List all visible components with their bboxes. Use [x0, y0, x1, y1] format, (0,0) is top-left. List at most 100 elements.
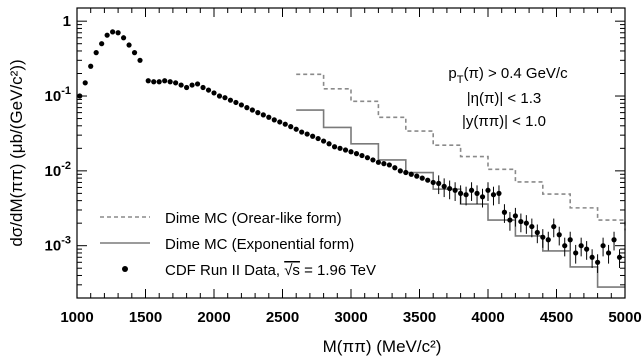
data-point — [425, 177, 431, 183]
data-point — [348, 149, 354, 155]
data-point — [216, 93, 223, 99]
data-point — [605, 250, 612, 256]
eta-cut-annotation: |η(π)| < 1.3 — [467, 90, 541, 107]
data-point — [518, 218, 524, 225]
data-point — [573, 250, 579, 256]
data-point — [326, 141, 332, 147]
data-point — [364, 155, 371, 161]
legend-label-orear: Dime MC (Orear-like form) — [165, 210, 342, 227]
data-point — [266, 114, 272, 120]
y-tick-label: 10-1 — [45, 85, 71, 105]
data-point — [321, 138, 327, 144]
data-point — [337, 145, 343, 151]
data-point — [205, 87, 212, 93]
data-point — [611, 237, 617, 243]
legend-swatch-data — [122, 266, 128, 272]
data-point — [233, 99, 239, 106]
data-point — [403, 169, 409, 176]
data-point — [162, 78, 168, 84]
x-tick-label: 3000 — [334, 309, 367, 326]
data-point — [99, 41, 105, 47]
data-point — [419, 175, 425, 181]
data-point — [288, 124, 294, 130]
data-point — [353, 151, 360, 157]
data-point — [126, 42, 132, 48]
data-point — [173, 80, 179, 86]
data-point — [238, 102, 244, 108]
data-point — [189, 82, 195, 88]
data-point — [534, 229, 540, 236]
data-point — [496, 190, 502, 196]
data-point — [474, 190, 480, 196]
data-point — [104, 32, 110, 38]
data-point — [551, 223, 557, 230]
data-point — [137, 57, 143, 63]
data-point — [82, 80, 88, 86]
data-point — [556, 232, 562, 238]
data-point — [507, 217, 513, 223]
data-point — [512, 213, 519, 219]
data-point — [392, 165, 398, 171]
data-point — [523, 220, 529, 226]
data-point — [595, 259, 601, 265]
data-point — [359, 152, 365, 159]
data-point — [430, 179, 436, 186]
data-point — [381, 161, 387, 167]
data-point — [447, 185, 453, 192]
data-point — [408, 171, 414, 177]
data-point — [370, 157, 376, 163]
pt-cut-annotation: pT(π) > 0.4 GeV/c — [448, 65, 568, 86]
orear-mc-step-line — [296, 73, 626, 231]
data-point — [110, 29, 116, 35]
data-point — [375, 159, 381, 165]
data-point — [315, 135, 321, 142]
data-point — [255, 110, 261, 116]
data-point — [293, 126, 299, 132]
y-tick-label: 1 — [63, 13, 71, 30]
data-point — [120, 35, 127, 41]
legend: Dime MC (Orear-like form) Dime MC (Expon… — [100, 210, 376, 279]
data-point — [501, 209, 508, 215]
plot-area: 1000 1500 2000 2500 3000 3500 4000 4500 5000 10-3… — [45, 7, 642, 326]
data-point — [485, 187, 491, 193]
data-point — [131, 50, 138, 56]
x-tick-label: 5000 — [608, 309, 641, 326]
data-point — [184, 84, 190, 91]
data-point — [310, 133, 316, 139]
data-point — [567, 237, 573, 243]
rapidity-cut-annotation: |y(ππ)| < 1.0 — [462, 113, 546, 130]
data-point — [545, 237, 551, 243]
data-point — [178, 82, 184, 88]
data-point — [93, 50, 99, 56]
data-point — [115, 30, 121, 36]
data-point — [540, 234, 546, 240]
data-point — [584, 246, 590, 252]
data-point — [145, 78, 151, 84]
data-point — [271, 117, 277, 123]
data-point — [331, 144, 338, 150]
data-point — [260, 112, 266, 118]
data-point — [463, 192, 469, 198]
annotation-block: pT(π) > 0.4 GeV/c |η(π)| < 1.3 |y(ππ)| <… — [448, 65, 568, 130]
x-tick-label: 2500 — [266, 309, 299, 326]
data-point — [562, 243, 568, 249]
x-tick-label: 3500 — [403, 309, 436, 326]
y-tick-label: 10-2 — [45, 160, 71, 180]
y-axis-title: dσ/dM(ππ) (μb/(GeV/c²)) — [7, 59, 26, 246]
data-point — [414, 173, 420, 179]
data-point — [529, 223, 535, 230]
data-point — [167, 79, 173, 85]
data-point — [227, 97, 234, 103]
data-point — [458, 190, 464, 196]
data-point — [490, 192, 497, 198]
data-point — [397, 168, 403, 174]
data-point — [386, 162, 392, 168]
data-point — [222, 95, 228, 101]
data-point — [304, 131, 310, 137]
x-tick-label: 1000 — [60, 309, 93, 326]
data-point — [452, 187, 458, 193]
data-point — [578, 243, 584, 249]
data-point — [479, 194, 486, 200]
x-tick-label: 4500 — [540, 309, 573, 326]
